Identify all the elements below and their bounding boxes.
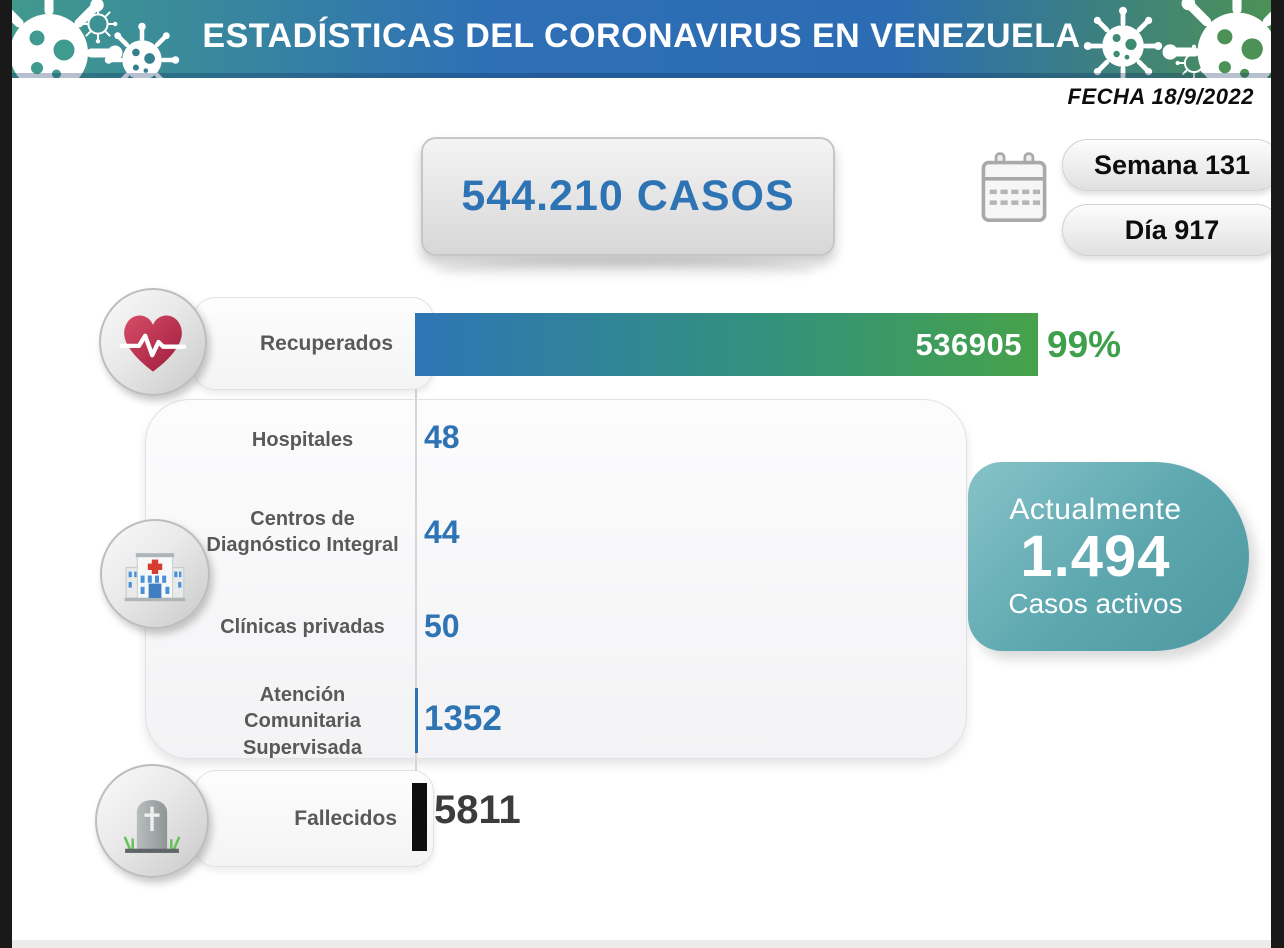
tombstone-icon [123, 800, 181, 853]
facility-label-atencion: Atención Comunitaria Supervisada [243, 684, 362, 759]
title-banner: ESTADÍSTICAS DEL CORONAVIRUS EN VENEZUEL… [12, 0, 1271, 78]
recovered-badge [99, 288, 207, 396]
deceased-value: 5811 [434, 788, 521, 832]
recovered-label: Recuperados [259, 331, 394, 355]
right-edge-strip [1271, 0, 1284, 948]
total-cases-box: 544.210 CASOS [421, 137, 835, 256]
active-cases-title: Actualmente [1009, 493, 1182, 527]
active-cases-value: 1.494 [1020, 524, 1171, 590]
total-cases-reflection [436, 258, 816, 282]
calendar-icon [978, 150, 1050, 234]
left-edge-strip [0, 0, 12, 948]
facilities-badge [100, 519, 210, 629]
facilities-panel [145, 399, 967, 759]
deceased-label-capsule: Fallecidos [194, 770, 434, 867]
divider-axis [415, 297, 417, 867]
hospital-icon [124, 553, 186, 602]
deceased-bar [412, 783, 427, 851]
active-cases-subtitle: Casos activos [1008, 587, 1183, 619]
recovered-percent: 99% [1047, 323, 1122, 365]
page-title: ESTADÍSTICAS DEL CORONAVIRUS EN VENEZUEL… [202, 17, 1081, 55]
deceased-label: Fallecidos [294, 806, 397, 830]
deceased-badge [95, 764, 209, 878]
total-cases-value: 544.210 CASOS [461, 172, 795, 220]
facility-value-hospitales: 48 [424, 419, 460, 455]
facility-value-atencion: 1352 [424, 699, 502, 738]
day-badge-label: Día 917 [1124, 214, 1220, 245]
active-cases-box: Actualmente 1.494 Casos activos [968, 462, 1249, 651]
facility-label-hospitales: Hospitales [251, 429, 354, 451]
bottom-strip [12, 940, 1271, 948]
recovered-value: 536905 [915, 326, 1022, 362]
facility-value-clinicas: 50 [424, 608, 460, 644]
facility-value-cdi: 44 [424, 514, 460, 550]
day-badge: Día 917 [1062, 204, 1282, 256]
week-badge: Semana 131 [1062, 139, 1282, 191]
facility-label-clinicas: Clínicas privadas [220, 616, 385, 638]
heart-ekg-icon [119, 315, 187, 372]
week-badge-label: Semana 131 [1093, 149, 1251, 180]
recovered-bar: 536905 [415, 313, 1038, 376]
recovered-label-capsule: Recuperados [193, 297, 434, 390]
facility-label-cdi: Centros de Diagnóstico Integral [206, 508, 399, 557]
atencion-mini-bar [415, 688, 418, 753]
date-label: FECHA 18/9/2022 [1067, 84, 1254, 109]
